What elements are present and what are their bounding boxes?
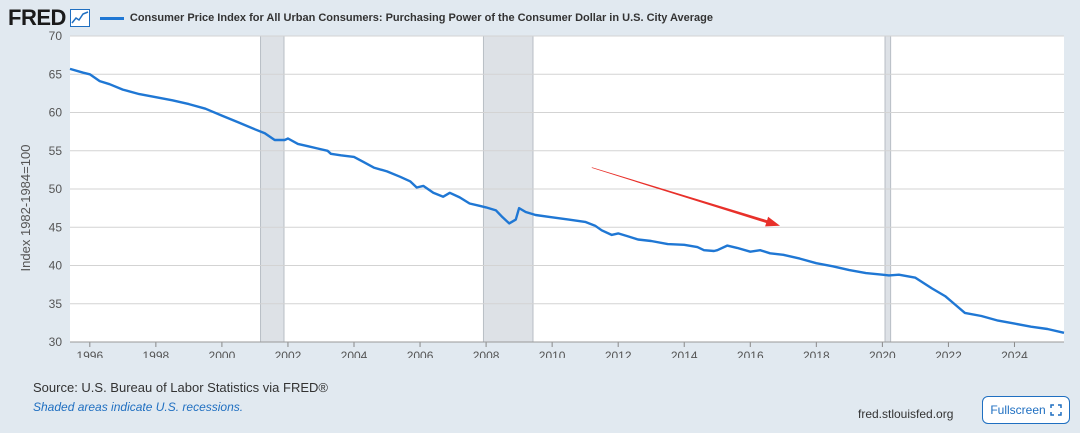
- annotation-arrow: [591, 167, 780, 227]
- x-tick-label: 2018: [803, 349, 830, 358]
- site-url[interactable]: fred.stlouisfed.org: [858, 407, 954, 421]
- source-text: Source: U.S. Bureau of Labor Statistics …: [33, 380, 328, 395]
- header: FRED Consumer Price Index for All Urban …: [8, 4, 713, 32]
- x-tick-label: 2006: [407, 349, 434, 358]
- y-tick-label: 60: [49, 106, 63, 120]
- x-tick-label: 2002: [275, 349, 302, 358]
- y-axis-label: Index 1982-1984=100: [18, 145, 33, 272]
- y-tick-label: 65: [49, 67, 63, 81]
- x-tick-label: 2014: [671, 349, 698, 358]
- y-tick-label: 35: [49, 297, 63, 311]
- series-line: [69, 67, 1065, 334]
- y-tick-label: 45: [49, 220, 63, 234]
- fred-logo[interactable]: FRED: [8, 5, 66, 30]
- x-tick-label: 2016: [737, 349, 764, 358]
- x-tick-label: 2004: [341, 349, 368, 358]
- y-tick-label: 55: [49, 144, 63, 158]
- x-tick-label: 1998: [143, 349, 170, 358]
- graph-logo-icon: [69, 9, 90, 27]
- y-tick-label: 50: [49, 182, 63, 196]
- fullscreen-icon: [1049, 404, 1062, 416]
- x-tick-label: 2000: [209, 349, 236, 358]
- x-tick-label: 2024: [1001, 349, 1028, 358]
- legend-label: Consumer Price Index for All Urban Consu…: [129, 12, 714, 24]
- y-tick-label: 70: [49, 29, 63, 43]
- x-tick-label: 2008: [473, 349, 500, 358]
- x-tick-label: 2012: [605, 349, 632, 358]
- legend-line-swatch: [99, 16, 124, 20]
- fullscreen-label: Fullscreen: [990, 403, 1046, 417]
- x-tick-label: 2020: [869, 349, 896, 358]
- x-tick-label: 2010: [539, 349, 566, 358]
- recession-note: Shaded areas indicate U.S. recessions.: [33, 400, 244, 414]
- x-tick-label: 2022: [935, 349, 962, 358]
- fullscreen-button[interactable]: Fullscreen: [982, 396, 1070, 424]
- line-chart: 30 35 40 45 50 55 60 65 70 1996 1998 2000 2002 2004 20…: [18, 29, 1065, 358]
- y-tick-label: 40: [49, 259, 63, 273]
- x-tick-label: 1996: [76, 349, 103, 358]
- y-tick-label: 30: [49, 335, 63, 349]
